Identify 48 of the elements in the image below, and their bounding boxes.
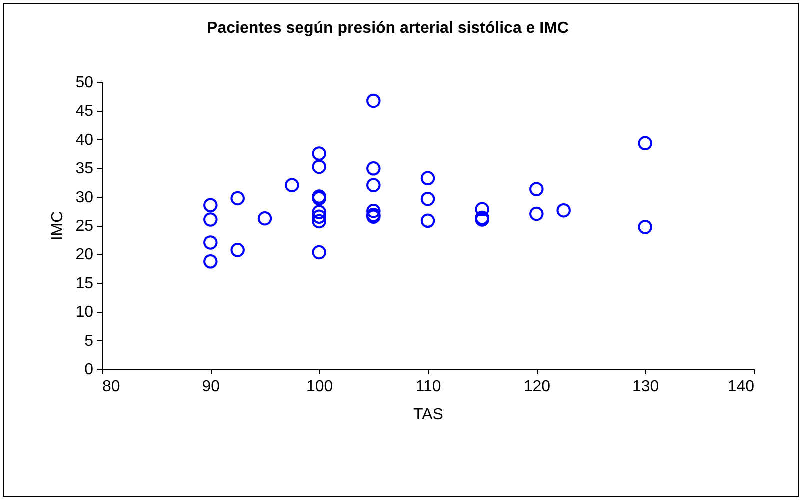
x-tick-label: 80	[102, 378, 120, 396]
x-axis-title: TAS	[414, 406, 444, 424]
point	[420, 192, 436, 206]
point	[312, 210, 326, 224]
point	[230, 191, 245, 206]
point	[312, 214, 326, 229]
point	[285, 178, 300, 192]
point	[420, 171, 436, 186]
point	[312, 160, 326, 174]
x-tick-label: 120	[524, 378, 551, 396]
y-axis-title: IMC	[50, 211, 67, 241]
point	[230, 243, 245, 258]
point	[420, 214, 436, 228]
y-tick-label: 40	[76, 132, 94, 149]
point	[530, 206, 544, 222]
y-tick-label: 0	[84, 362, 94, 378]
y-tick-label: 45	[76, 103, 94, 120]
point	[312, 205, 326, 220]
y-tick-label: 50	[76, 74, 94, 92]
point	[366, 94, 381, 108]
point	[312, 245, 326, 260]
y-tick-label: 10	[76, 304, 94, 322]
x-tick-label: 130	[632, 378, 660, 396]
point	[638, 136, 652, 151]
chart-title: Pacientes según presión arterial sistólica e IMC	[207, 20, 570, 37]
y-tick-label: 5	[84, 332, 94, 350]
x-tick-label: 100	[306, 378, 334, 396]
point	[204, 236, 218, 250]
x-tick-label: 140	[728, 378, 755, 396]
point	[475, 202, 490, 217]
point	[312, 146, 326, 161]
point	[366, 204, 381, 218]
y-tick-label: 25	[76, 218, 94, 235]
point	[366, 178, 381, 192]
point	[204, 198, 218, 213]
y-tick-label: 15	[76, 275, 94, 292]
point	[556, 203, 571, 218]
point	[638, 220, 652, 234]
y-tick-label: 30	[76, 189, 94, 206]
point	[366, 162, 381, 176]
point	[204, 212, 218, 227]
x-tick-label: 90	[202, 378, 220, 396]
y-tick-label: 20	[76, 246, 94, 264]
x-tick-label: 110	[416, 378, 442, 396]
point	[258, 212, 272, 226]
y-tick-label: 35	[76, 160, 94, 178]
point	[204, 254, 218, 269]
point	[530, 182, 544, 196]
